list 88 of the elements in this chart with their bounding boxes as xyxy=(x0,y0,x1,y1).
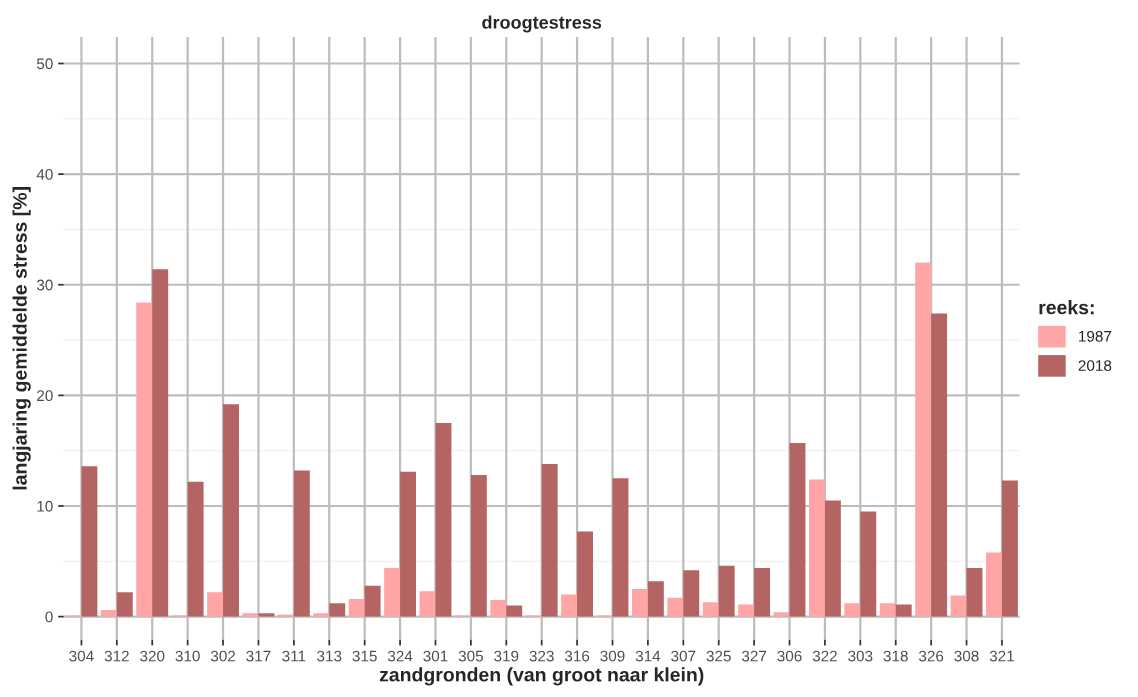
x-tick-label: 308 xyxy=(954,650,979,662)
bar xyxy=(860,511,877,617)
x-tick-label: 319 xyxy=(494,650,519,662)
bar xyxy=(100,609,117,617)
bar xyxy=(702,602,719,617)
x-tick-label: 310 xyxy=(175,650,200,662)
bar xyxy=(506,605,523,617)
bar xyxy=(718,565,735,617)
bar xyxy=(844,603,861,617)
bar xyxy=(541,463,558,617)
legend-label: 2018 xyxy=(1078,360,1112,371)
x-tick-label: 314 xyxy=(635,650,661,662)
bar xyxy=(808,479,825,617)
x-axis-title: zandgronden (van groot naar klein) xyxy=(379,667,704,686)
x-tick-label: 326 xyxy=(918,650,944,662)
bar xyxy=(242,613,259,617)
bar xyxy=(223,404,239,617)
bar xyxy=(470,475,487,617)
y-tick-label: 40 xyxy=(36,168,53,180)
bar xyxy=(435,423,452,617)
bar xyxy=(612,478,629,617)
bar xyxy=(152,269,169,617)
x-tick-label: 316 xyxy=(564,650,590,662)
bar xyxy=(950,595,967,617)
y-tick-label: 0 xyxy=(45,611,53,623)
x-tick-label: 322 xyxy=(812,650,837,662)
x-tick-label: 307 xyxy=(671,650,696,662)
bar xyxy=(384,567,401,617)
y-tick-label: 50 xyxy=(36,58,53,70)
bar xyxy=(986,552,1002,617)
bar xyxy=(348,598,365,617)
bar xyxy=(931,313,948,617)
chart-title: droogtestress xyxy=(482,15,602,33)
bar xyxy=(313,613,330,617)
bar xyxy=(647,581,664,617)
bar xyxy=(1001,480,1018,617)
y-tick-label: 10 xyxy=(37,500,53,512)
legend-label: 1987 xyxy=(1079,330,1112,342)
bar xyxy=(577,531,594,617)
x-tick-label: 311 xyxy=(282,650,306,662)
bar xyxy=(258,613,275,617)
bar xyxy=(966,567,983,617)
bar xyxy=(879,603,896,617)
x-tick-label: 305 xyxy=(458,650,483,662)
x-tick-label: 306 xyxy=(777,650,802,662)
bar xyxy=(136,302,153,617)
x-tick-label: 323 xyxy=(529,650,554,662)
x-tick-label: 318 xyxy=(883,650,908,662)
x-tick-label: 302 xyxy=(210,650,236,662)
bar xyxy=(400,471,416,617)
bar xyxy=(490,600,507,617)
bar xyxy=(683,570,700,617)
bar xyxy=(561,594,578,617)
x-tick-label: 312 xyxy=(104,650,129,662)
bar xyxy=(277,614,294,617)
x-tick-label: 301 xyxy=(423,650,448,662)
bar xyxy=(329,603,346,617)
x-tick-label: 313 xyxy=(317,650,342,662)
x-tick-label: 321 xyxy=(989,650,1014,662)
bar xyxy=(364,585,381,617)
x-tick-label: 303 xyxy=(848,650,873,662)
bar xyxy=(754,567,771,617)
y-tick-label: 20 xyxy=(37,390,53,402)
x-tick-label: 317 xyxy=(246,650,271,662)
x-tick-label: 324 xyxy=(387,650,413,662)
legend-title: reeks: xyxy=(1039,300,1094,315)
bar xyxy=(738,604,755,617)
bar xyxy=(187,481,204,617)
bar xyxy=(116,592,133,617)
bar xyxy=(293,470,310,617)
x-tick-label: 309 xyxy=(600,650,625,662)
y-axis-title: langjaring gemiddelde stress [%] xyxy=(12,187,31,490)
x-tick-label: 325 xyxy=(706,650,731,662)
bar xyxy=(419,591,436,617)
bar xyxy=(824,500,841,617)
bar xyxy=(81,466,98,617)
bar xyxy=(773,612,790,617)
bar xyxy=(631,588,648,617)
x-tick-label: 327 xyxy=(741,650,767,662)
y-tick-label: 30 xyxy=(36,279,53,291)
bar xyxy=(789,442,806,617)
x-tick-label: 304 xyxy=(69,650,94,662)
bar xyxy=(915,262,932,617)
bar xyxy=(667,597,684,617)
bar xyxy=(895,604,912,617)
bar xyxy=(207,592,224,617)
x-tick-label: 315 xyxy=(352,650,377,662)
x-tick-label: 320 xyxy=(140,650,165,662)
